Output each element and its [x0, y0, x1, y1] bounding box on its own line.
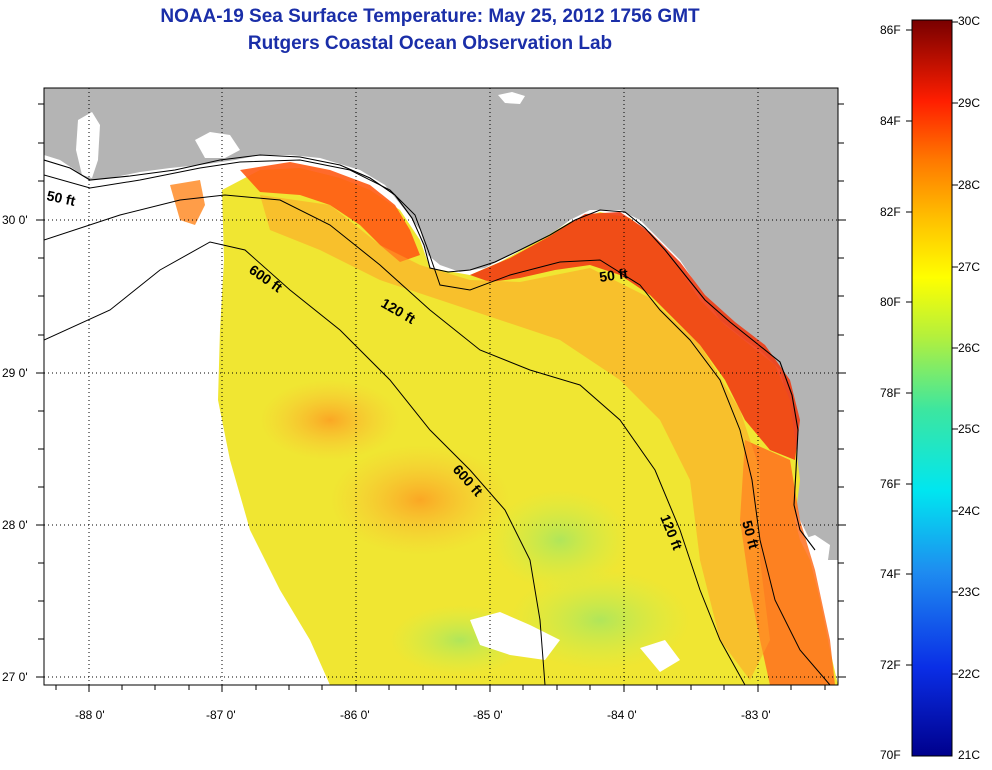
colorbar-label-f: 74F	[880, 567, 901, 581]
x-tick-label: -85 0'	[473, 708, 503, 722]
colorbar-label-c: 29C	[958, 96, 981, 110]
x-tick-label: -87 0'	[206, 708, 236, 722]
x-tick-label: -84 0'	[607, 708, 637, 722]
land-area	[44, 88, 838, 560]
cool-patch	[490, 490, 630, 590]
contour-50ft	[44, 159, 831, 685]
warm-coastal-band	[240, 162, 420, 262]
contour-label: 50 ft	[45, 187, 77, 209]
x-tick-label: -83 0'	[741, 708, 771, 722]
y-tick-label: 29 0'	[2, 366, 28, 380]
mobile-bay	[76, 112, 100, 178]
x-tick-label: -86 0'	[340, 708, 370, 722]
warm-alabama-patch	[170, 180, 205, 225]
offshore-warm-patch	[330, 445, 510, 555]
x-tick-label: -88 0'	[75, 708, 105, 722]
map-title: NOAA-19 Sea Surface Temperature: May 25,…	[160, 6, 700, 27]
map-subtitle: Rutgers Coastal Ocean Observation Lab	[247, 33, 613, 54]
tick-marks	[36, 103, 846, 692]
colorbar-label-f: 80F	[880, 295, 901, 309]
colorbar-label-c: 23C	[958, 585, 981, 599]
colorbar-label-c: 24C	[958, 504, 981, 518]
color-scale-ticks	[906, 21, 958, 675]
y-tick-label: 27 0'	[2, 670, 28, 684]
no-data-west	[44, 165, 235, 400]
contour-600ft	[44, 241, 546, 685]
cloud-gap-south-2	[640, 640, 680, 672]
colorbar-label-f: 82F	[880, 205, 901, 219]
warm-big-bend	[470, 212, 800, 460]
pensacola-bay	[195, 132, 240, 158]
color-scale-bar	[911, 19, 953, 757]
colorbar-label-f: 72F	[880, 658, 901, 672]
colorbar-label-f: 70F	[880, 748, 901, 762]
colorbar-label-c: 25C	[958, 422, 981, 436]
map-border	[43, 87, 839, 686]
colorbar-label-f: 84F	[880, 114, 901, 128]
colorbar-label-c: 21C	[958, 748, 981, 762]
contour-label: 50 ft	[598, 265, 629, 285]
small-lake	[498, 92, 525, 104]
cloud-gap-south	[470, 612, 560, 660]
offshore-warm-patch-2	[260, 380, 400, 460]
orange-transition	[260, 195, 770, 680]
colorbar-label-c: 28C	[958, 178, 981, 192]
colorbar-label-c: 30C	[958, 14, 981, 28]
contour-120ft	[44, 194, 746, 685]
colorbar-label-c: 22C	[958, 667, 981, 681]
colorbar-label-c: 27C	[958, 260, 981, 274]
y-tick-label: 30 0'	[2, 213, 28, 227]
colorbar-label-f: 76F	[880, 477, 901, 491]
y-tick-label: 28 0'	[2, 518, 28, 532]
colorbar-label-f: 78F	[880, 386, 901, 400]
colorbar-label-c: 26C	[958, 341, 981, 355]
colorbar-label-f: 86F	[880, 23, 901, 37]
contour-label: 50 ft	[739, 519, 762, 551]
graticule	[44, 88, 838, 685]
